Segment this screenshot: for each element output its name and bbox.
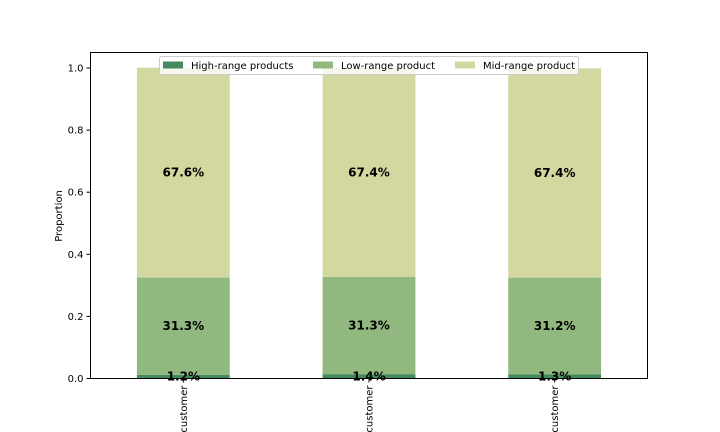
y-tick-label: 0.2 [68,312,84,323]
legend-label: Mid-range product [483,61,575,72]
data-label: 1.2% [167,370,200,384]
x-tick-label: customer [179,385,190,432]
data-label: 67.4% [348,165,390,179]
bar-segment [136,374,230,379]
bar-segment [322,276,416,375]
data-label: 31.3% [348,319,390,333]
y-tick-label: 1.0 [68,64,84,75]
data-label: 67.6% [163,166,205,180]
data-label: 31.2% [534,319,576,333]
bar-segment [508,277,602,375]
legend-label: Low-range product [341,61,435,72]
bars-layer [136,67,602,379]
legend: High-range products Low-range product Mid-… [159,56,579,75]
data-label: 67.4% [534,166,576,180]
y-tick-label: 0.6 [68,188,84,199]
bar-segment [508,374,602,379]
legend-swatch [313,61,333,69]
data-label: 1.3% [538,369,571,383]
data-label: 31.3% [163,319,205,333]
bar-segment [508,68,602,278]
legend-label: High-range products [191,61,294,72]
y-tick-label: 0.0 [68,374,84,385]
data-label: 1.4% [352,369,385,383]
y-tick-label: 0.4 [68,250,84,261]
bar-segment [322,374,416,379]
x-tick-label: customer [365,385,376,432]
legend-swatch [163,61,183,69]
y-axis-label: Proportion [54,190,65,242]
bar-segment [322,67,416,277]
x-tick-label: customer [550,385,561,432]
legend-swatch [455,61,475,69]
bar-segment [136,67,230,278]
y-axis: 0.0 0.2 0.4 0.6 0.8 1.0 [68,64,91,385]
legend-box [159,56,579,75]
data-labels-layer: 1.2% 31.3% 67.6% 1.4% 31.3% 67.4% 1.3% 31.2% 67.… [163,165,576,383]
bar-segment [136,277,230,375]
x-axis: customer customer customer [179,378,561,432]
y-tick-label: 0.8 [68,126,84,137]
